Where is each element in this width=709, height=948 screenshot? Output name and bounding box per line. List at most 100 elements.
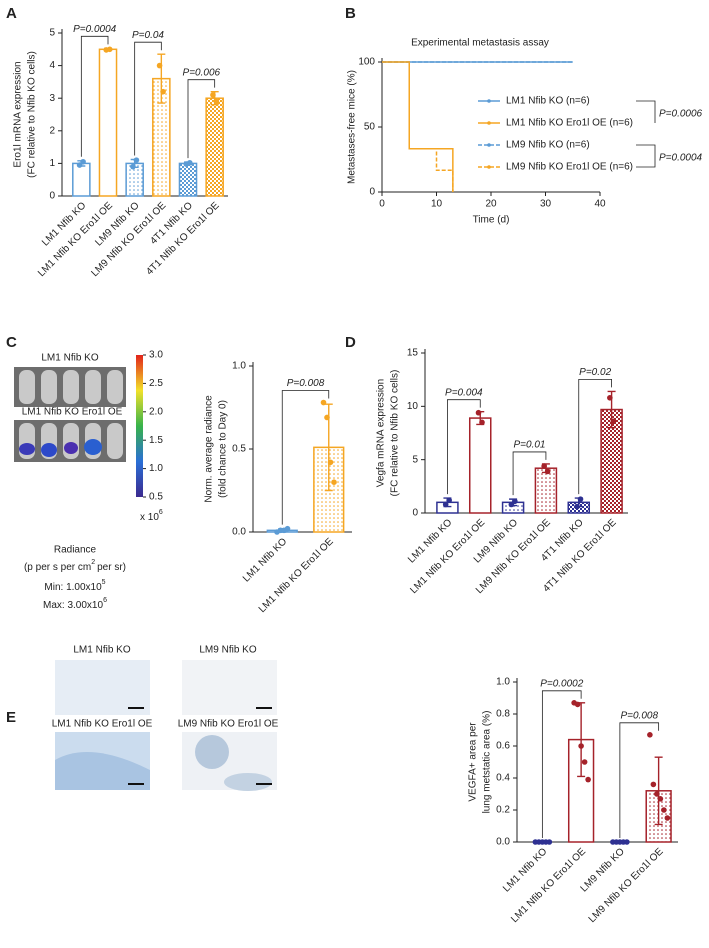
colorbar-tick-label: 2.0: [149, 406, 163, 417]
error-bar: [157, 53, 166, 104]
significance-bracket: [512, 451, 547, 496]
data-point: [607, 395, 613, 401]
data-point: [442, 501, 449, 508]
y-tick-label: 0.0: [496, 837, 510, 848]
y-tick-label: 0: [369, 187, 375, 198]
y-tick-label: 1.0: [232, 361, 246, 372]
y-tick-label: 0.0: [232, 527, 246, 538]
image-label: LM9 Nfib KO Ero1l OE: [178, 719, 279, 730]
data-point: [610, 418, 617, 425]
data-point: [661, 807, 667, 813]
y-axis-label: (FC relative to Nfib KO cells): [27, 51, 38, 178]
significance-bracket: [281, 390, 330, 525]
colorbar-multiplier: x 106: [140, 509, 163, 523]
panel-letter: B: [345, 5, 356, 22]
p-value: P=0.0006: [659, 109, 703, 120]
data-point: [156, 62, 163, 69]
data-point: [512, 498, 518, 505]
min-exp: 5: [102, 579, 106, 586]
y-tick-label: 0.8: [496, 709, 510, 720]
radiance-max: Max: 3.00x106: [43, 597, 107, 611]
data-point: [284, 525, 291, 532]
error-bar: [654, 756, 663, 826]
min-text: Min: 1.00x10: [44, 582, 102, 593]
data-point: [130, 163, 136, 170]
y-axis-label: (fold chance to Day 0): [218, 400, 229, 498]
legend-marker: [487, 143, 491, 147]
y-tick-label: 0: [412, 508, 418, 519]
y-axis-label: (FC relative to Nfib KO cells): [390, 370, 401, 497]
significance-bracket: [636, 144, 656, 168]
bar: [72, 162, 91, 197]
colorbar-tick-label: 1.0: [149, 463, 163, 474]
data-point: [446, 497, 452, 504]
y-tick-label: 10: [407, 401, 419, 412]
data-point: [541, 463, 547, 469]
y-tick-label: 0.2: [496, 805, 510, 816]
legend-label: LM9 Nfib KO Ero1l OE (n=6): [506, 162, 633, 173]
y-axis-label: lung metstatic area (%): [482, 711, 493, 814]
significance-bracket: [447, 399, 481, 495]
x-tick-label: 0: [379, 199, 385, 210]
image-label: LM1 Nfib KO: [73, 645, 130, 656]
y-axis-label: Norm. average radiance: [204, 395, 215, 503]
max-exp: 6: [103, 597, 107, 604]
data-point: [578, 743, 584, 749]
y-axis-label: Ero1l mRNA expression: [13, 61, 24, 167]
significance-bracket: [619, 722, 660, 838]
panel-letter: E: [6, 709, 16, 726]
panel-letter: C: [6, 334, 17, 351]
legend-marker: [487, 121, 491, 125]
y-tick-label: 15: [407, 348, 419, 359]
y-tick-label: 5: [412, 454, 418, 465]
bar: [205, 97, 224, 197]
data-point: [475, 409, 482, 416]
radiance-unit: (p per s per cm2 per sr): [24, 559, 126, 573]
y-tick-label: 3: [49, 93, 55, 104]
y-axis-label: Vegfa mRNA expression: [376, 379, 387, 487]
significance-bracket: [541, 690, 582, 838]
y-tick-label: 0: [49, 191, 55, 202]
data-point: [654, 791, 660, 797]
y-tick-label: 5: [49, 28, 55, 39]
data-point: [624, 839, 630, 845]
y-tick-label: 0.5: [232, 444, 246, 455]
legend-label: LM1 Nfib KO (n=6): [506, 96, 590, 107]
legend-marker: [487, 165, 491, 169]
p-value: P=0.01: [514, 440, 546, 451]
x-axis-label: Time (d): [473, 215, 510, 226]
mouse-image: [14, 367, 126, 407]
data-point: [80, 158, 86, 165]
p-value: P=0.04: [132, 30, 164, 41]
data-point: [647, 732, 653, 738]
data-point: [479, 419, 485, 426]
data-point: [320, 399, 327, 406]
data-point: [160, 88, 166, 95]
p-value: P=0.02: [579, 367, 611, 378]
legend-label: LM9 Nfib KO (n=6): [506, 140, 590, 151]
image-label: LM1 Nfib KO Ero1l OE: [22, 407, 123, 418]
data-point: [210, 92, 216, 98]
p-value: P=0.0002: [540, 678, 584, 689]
data-point: [327, 459, 334, 466]
y-tick-label: 50: [364, 122, 376, 133]
image-label: LM1 Nfib KO: [41, 353, 98, 364]
data-point: [574, 503, 580, 510]
image-label: LM1 Nfib KO Ero1l OE: [52, 719, 153, 730]
radiance-min: Min: 1.00x105: [44, 579, 105, 593]
x-tick-label: 20: [485, 199, 497, 210]
y-tick-label: 2: [49, 125, 55, 136]
image-label: LM9 Nfib KO: [199, 645, 256, 656]
legend-marker: [487, 99, 491, 103]
p-value: P=0.008: [287, 378, 325, 389]
bar: [534, 467, 558, 514]
data-point: [577, 496, 584, 502]
radiance-title: Radiance: [54, 545, 97, 556]
x-tick-label: LM9 Nfib KO Ero1l OE: [587, 846, 666, 925]
x-tick-label: LM1 Nfib KO Ero1l OE: [509, 846, 588, 925]
y-tick-label: 100: [358, 57, 375, 68]
unit-text: per sr): [97, 562, 126, 573]
data-point: [76, 162, 83, 168]
panel-letter: A: [6, 5, 17, 22]
